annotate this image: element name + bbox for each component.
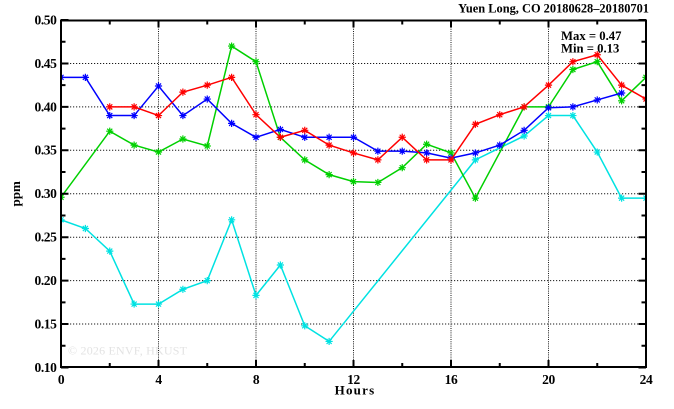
svg-text:0.50: 0.50 [34, 12, 57, 27]
svg-text:Hours: Hours [335, 383, 376, 398]
svg-text:ppm: ppm [8, 181, 23, 206]
svg-text:0.20: 0.20 [34, 273, 57, 288]
svg-text:0.10: 0.10 [34, 360, 57, 375]
svg-text:12: 12 [347, 372, 360, 387]
svg-text:0.40: 0.40 [34, 99, 57, 114]
svg-text:Min = 0.13: Min = 0.13 [561, 42, 619, 56]
svg-text:0.30: 0.30 [34, 186, 57, 201]
svg-text:0.35: 0.35 [34, 143, 57, 158]
svg-text:4: 4 [155, 372, 162, 387]
svg-text:0: 0 [58, 372, 65, 387]
svg-text:16: 16 [445, 372, 458, 387]
svg-text:© 2026 ENVF, HKUST: © 2026 ENVF, HKUST [68, 343, 188, 357]
svg-text:20: 20 [542, 372, 555, 387]
svg-text:24: 24 [640, 372, 653, 387]
svg-text:0.25: 0.25 [34, 230, 57, 245]
svg-text:Yuen Long, CO 20180628–2018070: Yuen Long, CO 20180628–20180701 [458, 1, 649, 15]
svg-text:0.15: 0.15 [34, 316, 57, 331]
svg-text:8: 8 [253, 372, 260, 387]
svg-text:Max = 0.47: Max = 0.47 [561, 29, 622, 43]
svg-text:0.45: 0.45 [34, 56, 57, 71]
